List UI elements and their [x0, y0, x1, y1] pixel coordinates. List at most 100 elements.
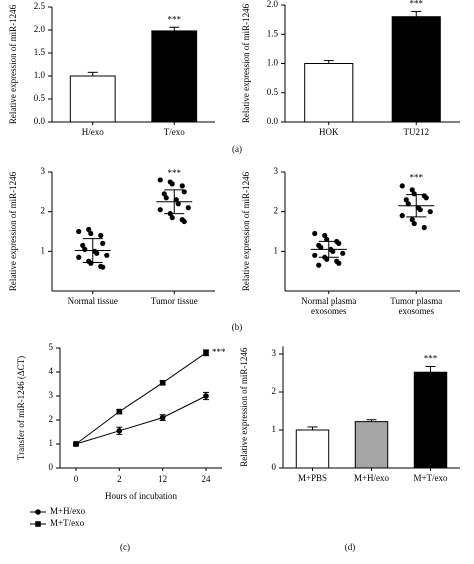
point — [318, 244, 324, 250]
y-tick-label: 1 — [272, 424, 277, 434]
series-line — [75, 352, 207, 445]
point — [98, 232, 104, 239]
x-tick-label-box: Normal plasma exosomes — [301, 296, 357, 316]
y-tick-label: 1.0 — [34, 70, 46, 80]
y-tick-label: 1 — [274, 245, 279, 255]
panel-label: (a) — [232, 144, 242, 154]
point — [312, 252, 318, 258]
bar — [151, 30, 198, 123]
y-tick-label: 5 — [49, 342, 54, 352]
y-tick-label: 2 — [274, 206, 279, 216]
series-line — [75, 395, 207, 445]
marker — [159, 414, 166, 421]
legend-label: M+T/exo — [50, 518, 85, 528]
x-tick-label: M+PBS — [297, 473, 328, 483]
y-tick-label: 2.0 — [34, 24, 46, 34]
bar — [295, 429, 330, 469]
point — [100, 240, 106, 246]
point — [399, 213, 405, 219]
error-bar — [318, 240, 339, 258]
y-tick-label: 0.0 — [267, 116, 279, 126]
bar — [354, 421, 389, 469]
point — [312, 230, 318, 237]
point — [88, 230, 94, 237]
y-tick-label: 3 — [49, 390, 54, 400]
significance: *** — [168, 14, 182, 24]
y-tick-label: 1 — [41, 245, 46, 255]
significance: *** — [212, 347, 226, 357]
point — [411, 191, 417, 197]
error-bar — [82, 238, 103, 263]
x-tick-label-box: M+H/exo — [353, 473, 390, 483]
point — [340, 250, 346, 256]
y-tick-label: 3 — [41, 166, 46, 176]
y-tick-label: 2 — [41, 206, 46, 216]
point — [80, 242, 86, 248]
y-tick-label: 3 — [272, 348, 277, 358]
error-bar — [164, 189, 185, 215]
point — [86, 226, 92, 233]
y-tick-label: 2.5 — [34, 1, 46, 11]
point — [76, 228, 82, 235]
x-tick-label: Tumor plasma exosomes — [390, 296, 443, 316]
x-tick-label: 24 — [202, 474, 212, 484]
point — [173, 197, 179, 203]
point — [169, 215, 175, 221]
y-tick-label: 2 — [272, 386, 277, 396]
y-tick-label: 2 — [49, 414, 54, 424]
y-tick-label: 1.0 — [267, 58, 279, 68]
point — [411, 220, 417, 227]
y-axis-label: Transfer of miR-1246 (ΔCT) — [16, 356, 26, 460]
point — [316, 262, 322, 268]
y-tick-label: 1.5 — [267, 28, 279, 38]
x-tick-label: Normal tissue — [67, 296, 118, 306]
y-tick-label: 1.5 — [34, 47, 46, 57]
point — [100, 264, 106, 270]
point — [423, 195, 429, 201]
x-tick-label: M+H/exo — [353, 473, 390, 483]
y-tick-label: 3 — [274, 166, 279, 176]
x-tick-label-box: HOK — [319, 127, 339, 137]
point — [403, 197, 409, 203]
y-tick-label: 0.0 — [34, 116, 46, 126]
point — [405, 201, 411, 207]
panel-label: (b) — [232, 322, 243, 332]
marker — [203, 350, 209, 356]
point — [175, 201, 181, 207]
marker — [116, 428, 123, 434]
point — [163, 195, 169, 201]
x-tick-label-box: H/exo — [82, 127, 104, 137]
point — [169, 181, 175, 187]
point — [157, 207, 163, 213]
y-tick-label: 2.0 — [267, 0, 279, 9]
point — [181, 218, 187, 225]
point — [330, 248, 336, 254]
y-tick-label: 0 — [49, 462, 54, 472]
x-tick-label: Normal plasma exosomes — [301, 296, 357, 316]
significance: *** — [410, 173, 424, 183]
x-tick-label-box: Tumor tissue — [151, 296, 198, 306]
x-tick-label-box: Tumor plasma exosomes — [390, 296, 443, 316]
x-tick-label: M+T/exo — [413, 473, 448, 483]
error-bar — [406, 194, 427, 218]
point — [88, 260, 94, 266]
panel-label: (d) — [345, 542, 356, 552]
point — [185, 205, 191, 211]
x-tick-label-box: Normal tissue — [67, 296, 118, 306]
marker — [35, 521, 41, 527]
x-tick-label: T/exo — [163, 127, 185, 137]
y-tick-label: 0 — [272, 462, 277, 472]
significance: *** — [168, 168, 182, 178]
y-axis-label: Relative expression of miR-1246 — [241, 3, 251, 123]
x-tick-label: TU212 — [403, 127, 430, 137]
x-tick-label-box: TU212 — [403, 127, 430, 137]
point — [94, 250, 100, 256]
point — [76, 254, 82, 260]
point — [409, 187, 415, 193]
point — [157, 177, 163, 183]
significance: *** — [410, 0, 424, 8]
x-tick-label: HOK — [319, 127, 339, 137]
panel-label: (c) — [120, 542, 130, 552]
point — [336, 260, 342, 266]
